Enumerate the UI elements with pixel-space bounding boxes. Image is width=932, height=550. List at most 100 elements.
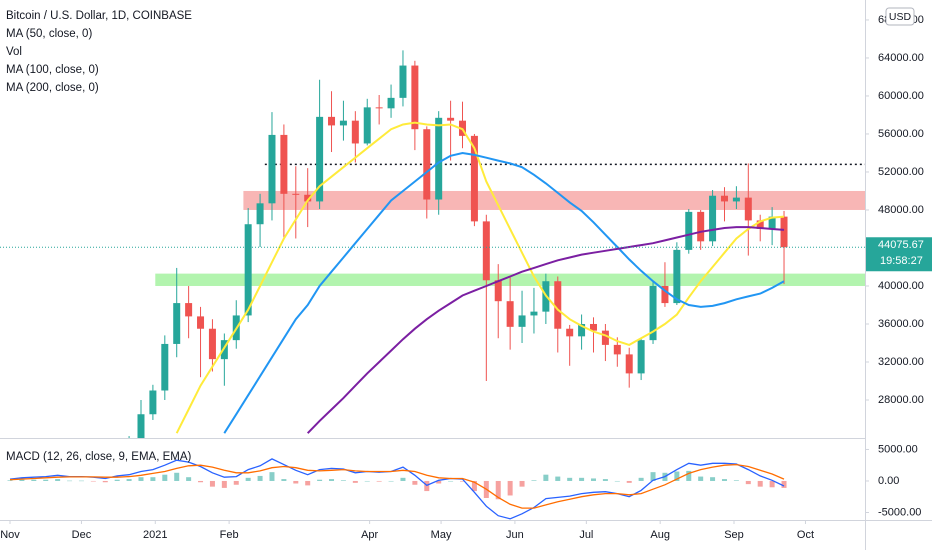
x-tick-label: 2021	[143, 529, 167, 541]
moving-average	[175, 121, 785, 434]
histogram-bar	[698, 476, 704, 481]
candle-body	[339, 120, 347, 126]
currency-label[interactable]: USD	[889, 11, 912, 23]
histogram-bar	[781, 480, 787, 488]
histogram-bar	[436, 480, 442, 484]
histogram-bar	[507, 480, 513, 496]
candle-body	[589, 323, 597, 331]
candle-body	[625, 354, 633, 374]
candle-body	[137, 414, 145, 438]
candle-body	[292, 193, 300, 195]
histogram-bar	[329, 479, 335, 481]
histogram-bar	[448, 480, 454, 482]
candle-body	[149, 390, 157, 415]
histogram-bar	[352, 480, 358, 483]
histogram-bar	[305, 480, 311, 486]
candle-body	[637, 340, 645, 374]
histogram-bar	[412, 480, 418, 485]
candle-body	[494, 280, 502, 302]
histogram-bar	[531, 480, 537, 481]
macd-line	[9, 458, 785, 520]
candle-body	[399, 65, 407, 98]
legend-ma200: MA (200, close, 0)	[6, 82, 99, 94]
candle-body	[280, 134, 288, 194]
histogram-bar	[733, 480, 739, 481]
histogram-bar	[590, 478, 596, 481]
price-badge-label: 44075.67	[878, 239, 924, 251]
candle-body	[435, 117, 443, 200]
candle-body	[482, 221, 490, 281]
histogram-bar	[686, 470, 692, 481]
histogram-bar	[376, 480, 382, 482]
candle-body	[423, 129, 431, 200]
histogram-bar	[567, 477, 573, 481]
y-tick-label: 60000.00	[878, 90, 924, 102]
y-tick-label: 56000.00	[878, 128, 924, 140]
candle-body	[530, 311, 538, 316]
histogram-bar	[674, 471, 680, 481]
countdown: 19:58:27	[880, 255, 923, 267]
histogram-bar	[245, 477, 251, 481]
candle-body	[447, 117, 455, 121]
currency-button[interactable]	[885, 7, 915, 26]
y-tick-label: 52000.00	[878, 166, 924, 178]
histogram-bar	[388, 480, 394, 482]
macd-line	[9, 463, 785, 509]
price-badge	[866, 237, 932, 272]
histogram-bar	[233, 480, 239, 485]
candle-body	[697, 211, 705, 242]
histogram-bar	[281, 479, 287, 481]
candle-body	[661, 285, 669, 304]
x-tick-label: Feb	[220, 529, 239, 541]
histogram-bar	[7, 480, 13, 481]
x-tick-label: May	[431, 529, 452, 541]
histogram-bar	[745, 480, 751, 485]
histogram-bar	[31, 479, 37, 481]
histogram-bar	[626, 480, 632, 483]
y-tick-label: 48000.00	[878, 204, 924, 216]
x-tick-label: Jun	[506, 529, 524, 541]
histogram-bar	[757, 480, 763, 487]
histogram-bar	[519, 480, 525, 487]
x-tick-label: Apr	[361, 529, 378, 541]
candle-body	[411, 65, 419, 130]
histogram-bar	[579, 477, 585, 481]
candle-body	[304, 194, 312, 202]
candle-body	[220, 340, 228, 360]
histogram-bar	[43, 479, 49, 481]
histogram-bar	[174, 472, 180, 481]
y-tick-label: 36000.00	[878, 318, 924, 330]
histogram-bar	[67, 480, 73, 482]
y-tick-label: 40000.00	[878, 280, 924, 292]
histogram-bar	[340, 480, 346, 481]
candle-body	[244, 224, 252, 316]
candle-body	[732, 197, 740, 202]
histogram-bar	[90, 480, 96, 482]
histogram-bar	[769, 480, 775, 488]
macd-title: MACD (12, 26, close, 9, EMA, EMA)	[6, 451, 192, 463]
candle-body	[673, 249, 681, 304]
candle-body	[685, 211, 693, 250]
candle-body	[601, 330, 609, 345]
x-tick-label: Oct	[797, 529, 814, 541]
candle-body	[768, 216, 776, 229]
legend-ma100: MA (100, close, 0)	[6, 64, 99, 76]
candle-body	[387, 97, 395, 109]
candle-body	[554, 281, 562, 329]
candle-body	[756, 220, 764, 229]
candle-body	[363, 107, 371, 144]
histogram-bar	[710, 477, 716, 481]
histogram-bar	[209, 480, 215, 487]
histogram-bar	[650, 472, 656, 481]
candle-body	[208, 328, 216, 360]
histogram-bar	[126, 479, 132, 481]
x-tick-label: Nov	[0, 529, 20, 541]
histogram-bar	[317, 479, 323, 481]
histogram-bar	[400, 477, 406, 481]
candle-body	[649, 285, 657, 341]
candle-body	[268, 134, 276, 204]
histogram-bar	[102, 480, 108, 483]
histogram-bar	[721, 479, 727, 481]
candle-body	[470, 135, 478, 222]
